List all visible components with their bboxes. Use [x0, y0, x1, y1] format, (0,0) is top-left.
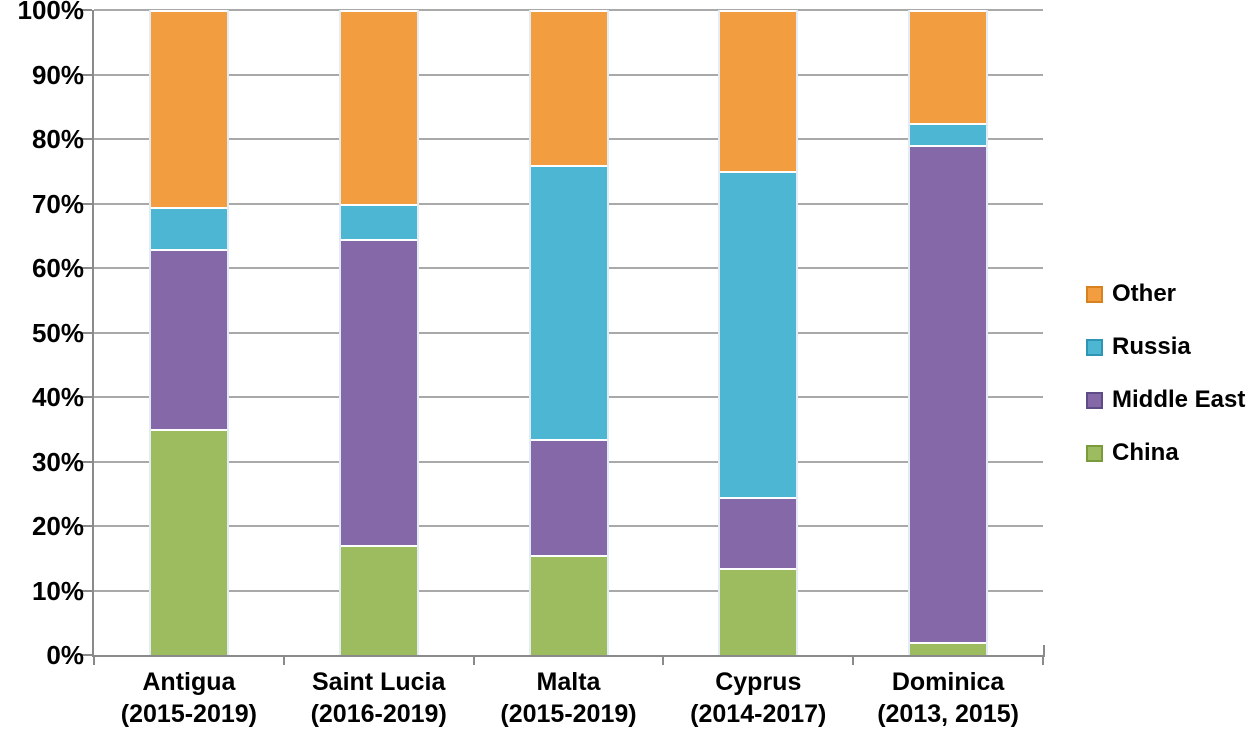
x-axis-tick — [852, 657, 855, 665]
bar-segment-other — [720, 10, 797, 172]
bar-segment-middle-east — [530, 438, 607, 556]
x-axis-tick — [282, 657, 285, 665]
legend-swatch-icon — [1086, 338, 1103, 356]
bar-segment-middle-east — [150, 248, 227, 430]
y-axis-tick — [82, 460, 92, 463]
bar-saint-lucia — [338, 10, 419, 655]
legend-item-other: Other — [1086, 280, 1177, 307]
x-category-label: Cyprus (2014-2017) — [663, 666, 853, 730]
x-axis-tick — [93, 657, 95, 665]
legend-item-middle-east: Middle East — [1086, 386, 1246, 413]
y-axis-tick — [82, 73, 92, 76]
y-tick-label: 50% — [31, 317, 84, 348]
bar-cyprus — [718, 10, 799, 655]
category-period: (2015-2019) — [120, 700, 257, 728]
bar-segment-russia — [150, 206, 227, 249]
y-tick-label: 40% — [31, 382, 84, 412]
x-category-label: Antigua (2015-2019) — [94, 666, 284, 730]
x-axis-line — [92, 655, 1043, 657]
bar-segment-russia — [720, 171, 797, 497]
category-period: (2013, 2015) — [877, 700, 1019, 728]
bar-segment-china — [150, 429, 227, 655]
legend-label: China — [1112, 439, 1179, 466]
legend-swatch-icon — [1086, 444, 1103, 462]
y-tick-label: 30% — [31, 446, 84, 477]
category-name: Cyprus — [715, 668, 802, 696]
category-period: (2014-2017) — [690, 700, 827, 728]
category-name: Antigua — [142, 668, 236, 696]
bar-segment-china — [340, 545, 417, 655]
y-axis-tick — [82, 654, 92, 656]
legend-item-china: China — [1086, 439, 1179, 466]
legend-label: Russia — [1112, 333, 1191, 360]
bar-segment-other — [340, 10, 417, 204]
y-axis-tick — [82, 9, 92, 11]
y-tick-label: 10% — [31, 575, 84, 606]
legend-label: Middle East — [1112, 386, 1246, 413]
x-category-label: Saint Lucia (2016-2019) — [284, 666, 474, 730]
y-axis-tick — [82, 267, 92, 269]
bar-segment-other — [150, 10, 227, 207]
category-period: (2016-2019) — [310, 700, 447, 728]
y-axis-line — [92, 10, 94, 655]
bar-segment-russia — [340, 203, 417, 239]
category-name: Malta — [536, 668, 601, 696]
x-axis-end-tick — [1043, 645, 1045, 657]
y-tick-label: 90% — [31, 59, 84, 90]
bar-segment-russia — [910, 122, 987, 146]
bar-dominica — [908, 10, 989, 655]
legend-swatch-icon — [1086, 391, 1103, 409]
bar-segment-other — [910, 10, 987, 123]
bar-segment-china — [720, 567, 797, 655]
y-tick-label: 0% — [46, 640, 84, 670]
y-axis-tick — [82, 525, 92, 527]
bar-antigua — [148, 10, 229, 655]
y-tick-label: 80% — [31, 124, 84, 154]
y-tick-label: 20% — [31, 511, 84, 541]
bar-segment-middle-east — [910, 145, 987, 643]
y-tick-label: 60% — [31, 253, 84, 283]
category-period: (2015-2019) — [500, 700, 637, 728]
bar-segment-middle-east — [720, 497, 797, 568]
x-axis-tick — [1042, 657, 1044, 665]
bar-segment-other — [530, 10, 607, 165]
bar-malta — [528, 10, 609, 655]
bar-segment-china — [910, 642, 987, 655]
y-axis-tick — [82, 331, 92, 334]
x-category-label: Dominica (2013, 2015) — [853, 666, 1043, 730]
x-axis-tick — [662, 657, 665, 665]
plot-area — [82, 9, 1045, 665]
bar-segment-middle-east — [340, 238, 417, 546]
legend-label: Other — [1112, 280, 1177, 307]
bar-segment-russia — [530, 164, 607, 439]
legend-item-russia: Russia — [1086, 333, 1191, 360]
y-axis-tick — [82, 138, 92, 140]
y-tick-label: 100% — [17, 0, 85, 25]
legend-swatch-icon — [1086, 285, 1103, 303]
bar-segment-china — [530, 555, 607, 655]
y-axis-tick — [82, 589, 92, 592]
x-category-label: Malta (2015-2019) — [474, 666, 664, 730]
y-axis-tick — [82, 202, 92, 205]
category-name: Saint Lucia — [312, 668, 446, 696]
y-tick-label: 70% — [31, 188, 84, 219]
x-axis-tick — [472, 657, 475, 665]
gridline — [94, 9, 1043, 11]
category-name: Dominica — [891, 668, 1005, 696]
y-axis-tick — [82, 396, 92, 398]
